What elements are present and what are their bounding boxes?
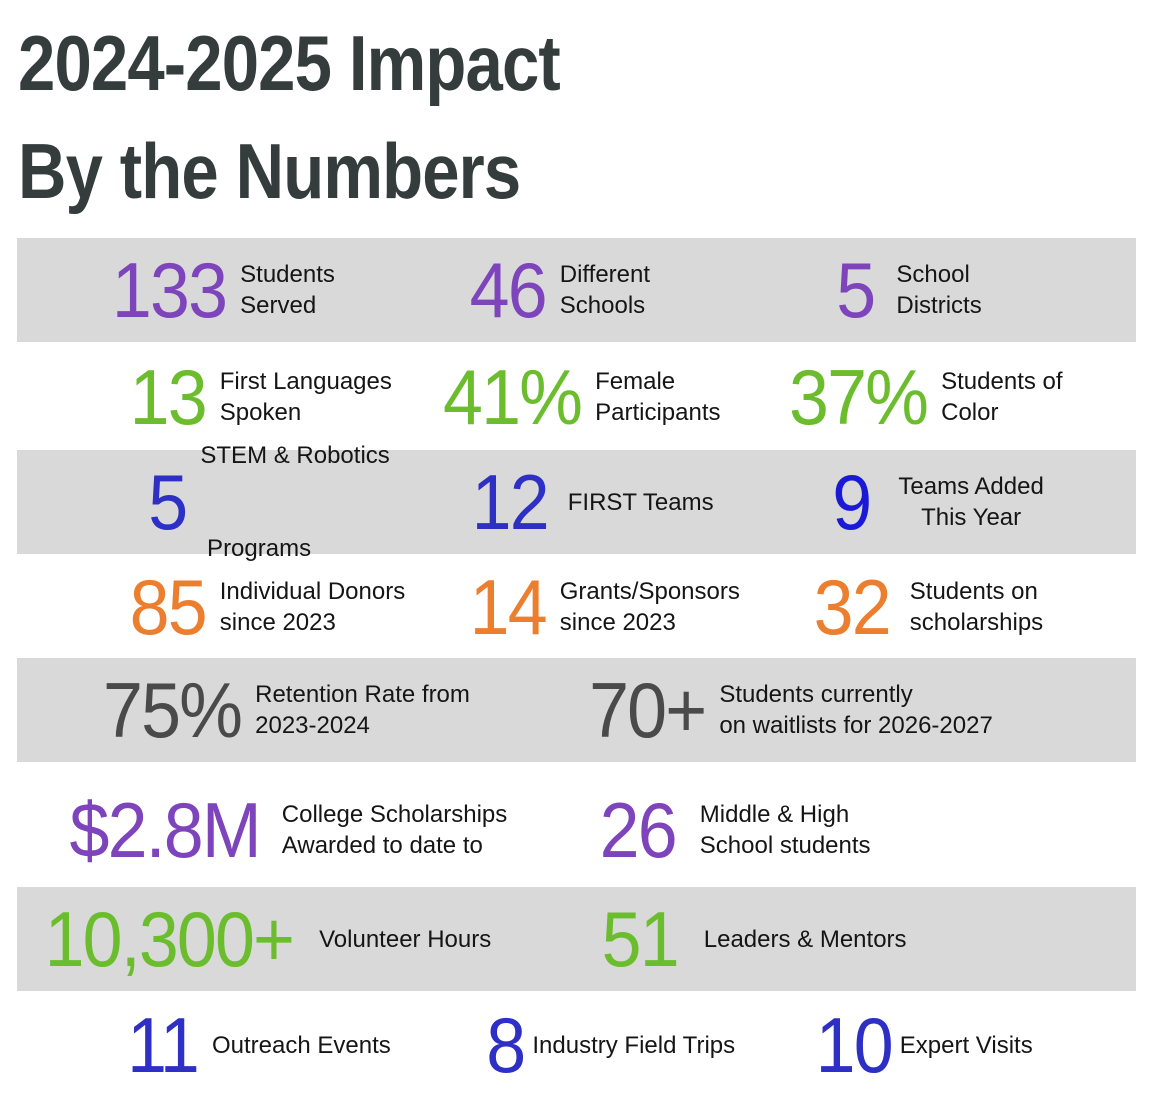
stat-different-schools: 46 Different Schools [463, 238, 650, 342]
stats-row-programs: 5 STEM & Robotics Programs 12 FIRST Team… [17, 442, 1136, 562]
stat-label: Middle & High School students [699, 801, 871, 859]
stat-value: 46 [469, 246, 548, 334]
stat-value: 5 [836, 246, 876, 334]
stat-value: 5 [148, 458, 188, 546]
stat-value: 13 [129, 353, 208, 441]
stat-students-on-scholarships: 32 Students on scholarships [807, 555, 1044, 659]
stat-leaders-mentors: 51 Leaders & Mentors [595, 887, 907, 991]
stat-value: 10,300+ [44, 895, 295, 983]
stat-volunteer-hours: 10,300+ Volunteer Hours [23, 887, 492, 991]
stat-label: First Languages Spoken [219, 368, 392, 426]
stat-students-served: 133 Students Served [102, 238, 335, 342]
stat-value: 10 [815, 1001, 894, 1089]
stat-value: 9 [832, 458, 872, 546]
stat-value: $2.8M [69, 786, 262, 874]
stat-value: 75% [103, 666, 243, 754]
stat-school-districts: 5 School Districts [833, 238, 982, 342]
stat-value: 26 [599, 786, 678, 874]
stat-college-scholarships: $2.8M College Scholarships Awarded to da… [53, 778, 508, 882]
stat-label: Industry Field Trips [532, 1031, 736, 1059]
stat-first-languages: 13 First Languages Spoken [123, 345, 392, 449]
stats-row-retention: 75% Retention Rate from 2023-2024 70+ St… [17, 658, 1136, 762]
stat-label: Students Served [240, 261, 335, 319]
stat-value: 85 [129, 563, 208, 651]
stat-label: STEM & Robotics Programs [200, 442, 390, 562]
stat-stem-programs: 5 STEM & Robotics Programs [145, 442, 389, 562]
stat-female-participants: 41% Female Participants [431, 345, 721, 449]
stat-retention-rate: 75% Retention Rate from 2023-2024 [91, 658, 470, 762]
stat-value: 11 [127, 1001, 200, 1089]
stat-teams-added: 9 Teams Added This Year [829, 450, 1044, 554]
stat-label: Different Schools [559, 261, 651, 319]
stats-row-funding: 85 Individual Donors since 2023 14 Grant… [17, 555, 1136, 659]
stats-row-students: 133 Students Served 46 Different Schools… [17, 238, 1136, 342]
stat-value: 70+ [589, 666, 707, 754]
page-title-line2: By the Numbers [18, 127, 521, 215]
stat-middle-high-students: 26 Middle & High School students [593, 778, 871, 882]
stat-value: 8 [486, 1001, 526, 1089]
stat-industry-field-trips: 8 Industry Field Trips [483, 993, 735, 1097]
stat-label: Individual Donors since 2023 [219, 578, 406, 636]
stat-label: Female Participants [595, 368, 721, 426]
stat-label: Volunteer Hours [319, 925, 492, 953]
stat-value: 41% [443, 353, 583, 441]
stat-first-teams: 12 FIRST Teams [465, 450, 714, 554]
stat-label: College Scholarships Awarded to date to [281, 801, 508, 859]
stat-students-of-color: 37% Students of Color [777, 345, 1063, 449]
stat-label: Grants/Sponsors since 2023 [559, 578, 740, 636]
stat-label: Teams Added This Year [898, 473, 1044, 531]
stat-outreach-events: 11 Outreach Events [121, 993, 391, 1097]
stat-value: 32 [813, 563, 892, 651]
stats-row-scholarships: $2.8M College Scholarships Awarded to da… [17, 778, 1136, 882]
stat-individual-donors: 85 Individual Donors since 2023 [123, 555, 406, 659]
stat-waitlist: 70+ Students currently on waitlists for … [579, 658, 993, 762]
stat-value: 133 [111, 246, 228, 334]
stat-label: School Districts [896, 261, 982, 319]
stat-label: Students on scholarships [909, 578, 1044, 636]
stat-label: Expert Visits [899, 1031, 1033, 1059]
stat-label: Students currently on waitlists for 2026… [719, 681, 993, 739]
stat-label: Retention Rate from 2023-2024 [255, 681, 470, 739]
stat-value: 37% [789, 353, 929, 441]
stat-label: Students of Color [941, 368, 1063, 426]
stats-row-diversity: 13 First Languages Spoken 41% Female Par… [17, 345, 1136, 449]
stat-expert-visits: 10 Expert Visits [809, 993, 1033, 1097]
stats-row-volunteers: 10,300+ Volunteer Hours 51 Leaders & Men… [17, 887, 1136, 991]
stat-value: 14 [469, 563, 548, 651]
stat-grants-sponsors: 14 Grants/Sponsors since 2023 [463, 555, 740, 659]
page-title-line1: 2024-2025 Impact [18, 19, 561, 107]
stat-value: 51 [601, 895, 680, 983]
stat-label: FIRST Teams [567, 488, 714, 516]
stat-value: 12 [471, 458, 550, 546]
stat-label: Outreach Events [211, 1031, 391, 1059]
stats-row-outreach: 11 Outreach Events 8 Industry Field Trip… [17, 993, 1136, 1097]
stat-label: Leaders & Mentors [703, 925, 907, 953]
